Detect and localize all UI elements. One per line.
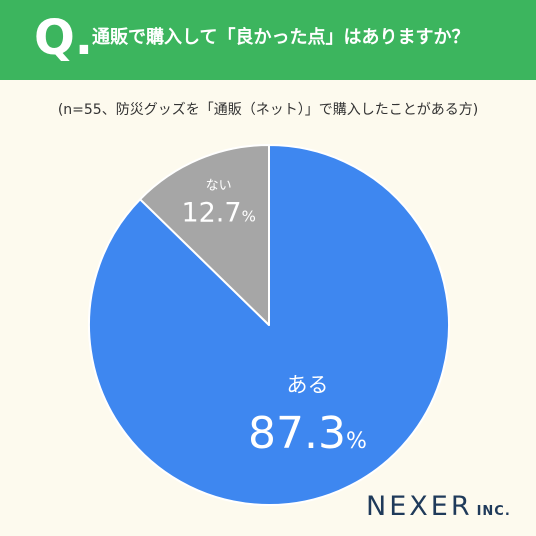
header-banner: Q. 通販で購入して「良かった点」はありますか？: [0, 0, 536, 80]
logo-sub-text: INC.: [476, 504, 511, 519]
nexer-logo: NEXER INC.: [366, 490, 526, 524]
slice-nai-label: ない: [206, 179, 232, 194]
slice-aru-label: ある: [286, 373, 328, 397]
slice-aru-value: 87.3%: [248, 408, 367, 459]
sample-note: (n=55、防災グッズを「通販（ネット）」で購入したことがある方): [57, 102, 479, 118]
slice-nai: [139, 144, 270, 326]
question-mark-letter: Q.: [34, 10, 94, 66]
slice-nai-value: 12.7%: [181, 198, 255, 229]
question-text: 通販で購入して「良かった点」はありますか？: [92, 27, 470, 48]
logo-main-text: NEXER: [366, 491, 473, 522]
